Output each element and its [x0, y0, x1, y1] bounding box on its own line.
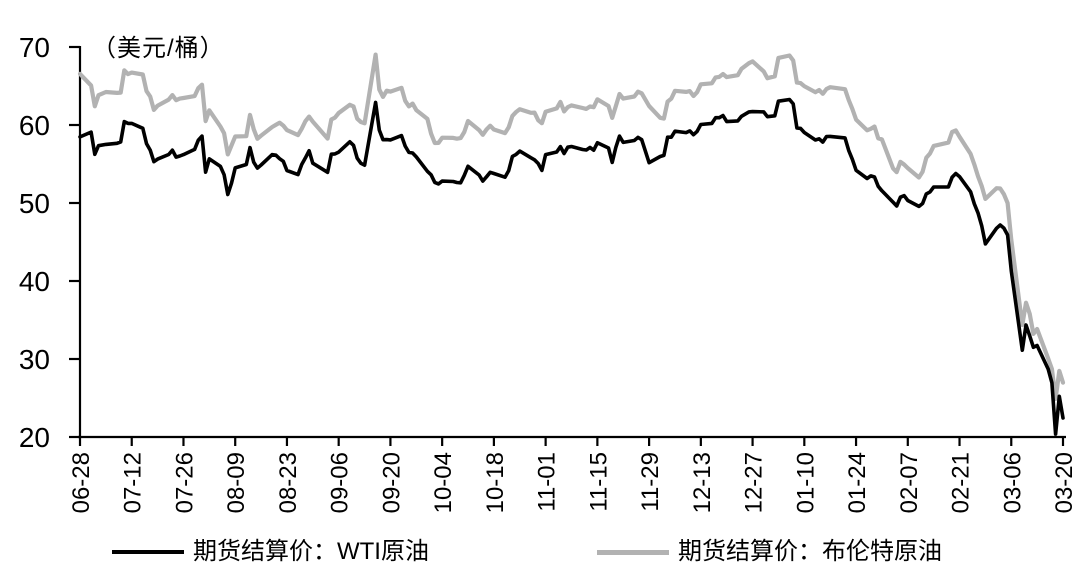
x-tick-label: 03-20 [1051, 452, 1078, 513]
legend-item-brent: 期货结算价：布伦特原油 [597, 538, 942, 566]
x-tick-label: 11-01 [534, 452, 561, 512]
x-tick-label: 08-23 [275, 452, 302, 513]
y-tick-label: 50 [19, 188, 50, 219]
legend-item-wti: 期货结算价：WTI原油 [112, 538, 429, 566]
x-tick-label: 09-20 [378, 452, 405, 513]
y-tick-label: 20 [19, 422, 50, 453]
x-tick-label: 11-29 [637, 452, 664, 512]
x-tick-label: 06-28 [68, 452, 95, 513]
x-tick-label: 11-15 [585, 452, 612, 512]
series-line-wti [78, 97, 1065, 436]
series-line-brent [77, 52, 1066, 401]
legend-label-wti: 期货结算价：WTI原油 [193, 538, 429, 565]
y-tick-label: 60 [19, 110, 50, 141]
y-axis-unit-label: （美元/桶） [92, 35, 225, 62]
x-tick-label: 10-04 [430, 452, 457, 513]
y-tick-label: 40 [19, 266, 50, 297]
legend-line-swatch-brent [597, 549, 669, 555]
x-tick-label: 07-12 [120, 452, 147, 513]
x-tick-label: 08-09 [223, 452, 250, 513]
x-tick-label: 02-21 [948, 452, 975, 513]
x-tick-label: 01-10 [792, 452, 819, 513]
y-tick-label: 30 [19, 344, 50, 375]
x-tick-label: 09-06 [327, 452, 354, 513]
x-tick-label: 10-18 [482, 452, 509, 513]
legend-line-swatch-wti [112, 550, 184, 554]
x-tick-label: 03-06 [999, 452, 1026, 513]
x-tick-label: 12-27 [741, 452, 768, 513]
x-tick-label: 01-24 [844, 452, 871, 513]
legend-label-brent: 期货结算价：布伦特原油 [678, 538, 942, 565]
x-tick-label: 12-13 [689, 452, 716, 513]
x-tick-label: 02-07 [896, 452, 923, 513]
x-tick-label: 07-26 [171, 452, 198, 513]
y-tick-label: 70 [19, 32, 50, 63]
